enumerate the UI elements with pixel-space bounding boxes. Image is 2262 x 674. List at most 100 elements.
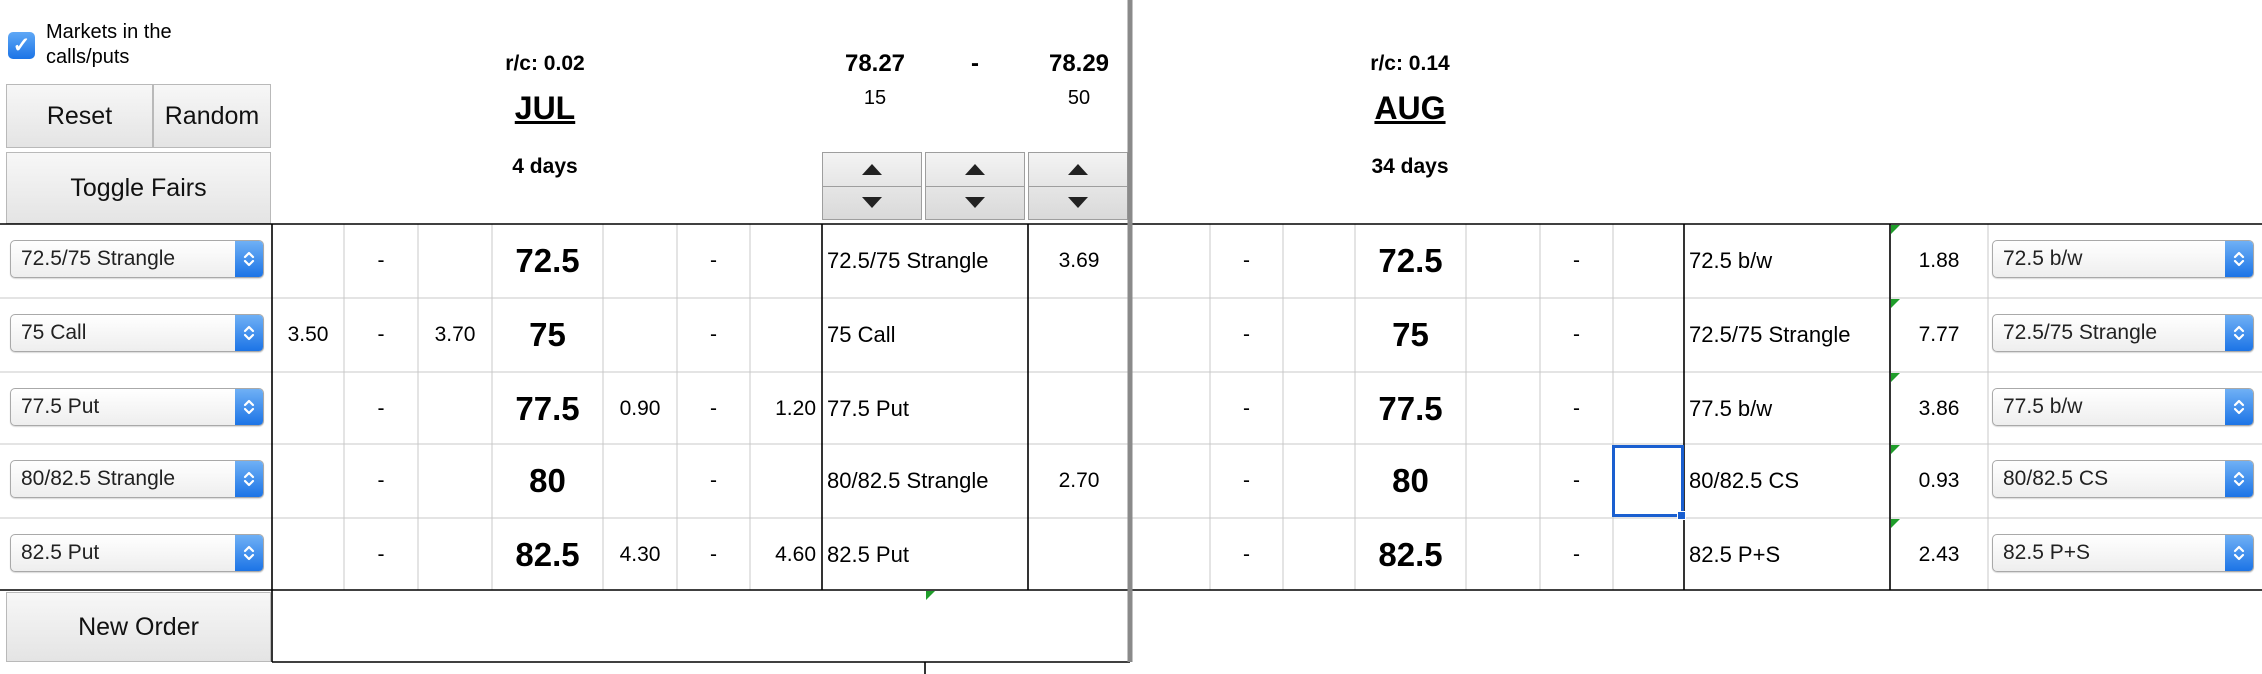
aug-order-label[interactable]: 72.5/75 Strangle [1689, 322, 1851, 347]
call-bid-cell[interactable] [272, 374, 344, 444]
aug-order-value[interactable]: 3.86 [1918, 397, 1960, 420]
bid-price-stepper[interactable] [822, 152, 922, 220]
aug-call-dash-cell[interactable]: - [1243, 323, 1250, 346]
aug-put-bid-cell[interactable] [1466, 226, 1540, 296]
aug-call-bid-cell[interactable] [1135, 520, 1210, 590]
aug-call-ask-cell[interactable] [1283, 374, 1355, 444]
selection-handle[interactable] [1677, 511, 1686, 520]
markets-checkbox[interactable]: ✓ [8, 32, 35, 59]
aug-put-dash-cell[interactable]: - [1573, 469, 1580, 492]
put-ask-cell[interactable] [750, 446, 822, 516]
aug-order-label[interactable]: 77.5 b/w [1689, 396, 1773, 421]
leg-select[interactable]: 72.5/75 Strangle [10, 240, 264, 278]
aug-order-value[interactable]: 1.88 [1918, 249, 1960, 272]
call-bid-cell[interactable] [272, 520, 344, 590]
aug-leg-select[interactable]: 72.5 b/w [1992, 240, 2254, 278]
jul-order-value[interactable]: 2.70 [1058, 469, 1100, 492]
put-dash-cell[interactable]: - [710, 543, 717, 566]
call-ask-cell[interactable] [418, 374, 492, 444]
jul-order-value[interactable] [1028, 520, 1130, 590]
ask-price-stepper[interactable] [1028, 152, 1128, 220]
call-dash-cell[interactable]: - [377, 469, 385, 492]
aug-call-bid-cell[interactable] [1135, 226, 1210, 296]
jul-order-label[interactable]: 82.5 Put [827, 542, 909, 567]
aug-strike-cell[interactable]: 80 [1392, 462, 1429, 499]
jul-order-label[interactable]: 80/82.5 Strangle [827, 468, 989, 493]
put-dash-cell[interactable]: - [710, 469, 717, 492]
aug-call-dash-cell[interactable]: - [1243, 469, 1250, 492]
jul-strike-cell[interactable]: 75 [529, 316, 566, 353]
jul-order-value[interactable]: 3.69 [1058, 249, 1100, 272]
aug-strike-cell[interactable]: 77.5 [1378, 390, 1443, 427]
aug-put-bid-cell[interactable] [1466, 300, 1540, 370]
put-ask-cell[interactable]: 1.20 [775, 397, 816, 420]
aug-call-dash-cell[interactable]: - [1243, 249, 1250, 272]
aug-strike-cell[interactable]: 72.5 [1378, 242, 1443, 279]
aug-put-dash-cell[interactable]: - [1573, 397, 1580, 420]
selected-cell[interactable] [1612, 445, 1684, 517]
jul-order-value[interactable] [1028, 374, 1130, 444]
aug-order-value[interactable]: 7.77 [1918, 323, 1960, 346]
jul-order-label[interactable]: 75 Call [827, 322, 896, 347]
aug-order-label[interactable]: 80/82.5 CS [1689, 468, 1800, 493]
aug-call-bid-cell[interactable] [1135, 446, 1210, 516]
call-bid-cell[interactable] [272, 226, 344, 296]
put-dash-cell[interactable]: - [710, 323, 717, 346]
jul-strike-cell[interactable]: 80 [529, 462, 566, 499]
put-bid-cell[interactable]: 0.90 [619, 397, 661, 420]
aug-call-ask-cell[interactable] [1283, 300, 1355, 370]
aug-call-bid-cell[interactable] [1135, 374, 1210, 444]
call-bid-cell[interactable] [272, 446, 344, 516]
call-dash-cell[interactable]: - [377, 397, 385, 420]
aug-call-ask-cell[interactable] [1283, 520, 1355, 590]
call-bid-cell[interactable]: 3.50 [287, 323, 329, 346]
aug-put-dash-cell[interactable]: - [1573, 323, 1580, 346]
aug-leg-select[interactable]: 72.5/75 Strangle [1992, 314, 2254, 352]
leg-select[interactable]: 75 Call [10, 314, 264, 352]
put-dash-cell[interactable]: - [710, 397, 717, 420]
call-ask-cell[interactable] [418, 226, 492, 296]
put-ask-cell[interactable]: 4.60 [775, 543, 816, 566]
aug-leg-select[interactable]: 80/82.5 CS [1992, 460, 2254, 498]
random-button[interactable]: Random [153, 84, 271, 148]
jul-strike-cell[interactable]: 77.5 [515, 390, 580, 427]
toggle-fairs-button[interactable]: Toggle Fairs [6, 152, 271, 224]
new-order-button[interactable]: New Order [6, 592, 271, 662]
aug-put-dash-cell[interactable]: - [1573, 543, 1580, 566]
aug-call-dash-cell[interactable]: - [1243, 543, 1250, 566]
jul-order-label[interactable]: 72.5/75 Strangle [827, 248, 989, 273]
jul-order-label[interactable]: 77.5 Put [827, 396, 909, 421]
put-bid-cell[interactable]: 4.30 [619, 543, 661, 566]
aug-leg-select[interactable]: 77.5 b/w [1992, 388, 2254, 426]
aug-leg-select[interactable]: 82.5 P+S [1992, 534, 2254, 572]
put-bid-cell[interactable] [603, 300, 677, 370]
aug-order-value[interactable]: 0.93 [1918, 469, 1960, 492]
mid-price-stepper[interactable] [925, 152, 1025, 220]
leg-select[interactable]: 80/82.5 Strangle [10, 460, 264, 498]
call-dash-cell[interactable]: - [377, 323, 385, 346]
put-bid-cell[interactable] [603, 226, 677, 296]
reset-button[interactable]: Reset [6, 84, 153, 148]
leg-select[interactable]: 77.5 Put [10, 388, 264, 426]
jul-strike-cell[interactable]: 72.5 [515, 242, 580, 279]
aug-call-ask-cell[interactable] [1283, 446, 1355, 516]
aug-strike-cell[interactable]: 82.5 [1378, 536, 1443, 573]
call-dash-cell[interactable]: - [377, 543, 385, 566]
put-bid-cell[interactable] [603, 446, 677, 516]
aug-call-ask-cell[interactable] [1283, 226, 1355, 296]
put-ask-cell[interactable] [750, 226, 822, 296]
aug-put-bid-cell[interactable] [1466, 446, 1540, 516]
call-dash-cell[interactable]: - [377, 249, 385, 272]
aug-order-label[interactable]: 72.5 b/w [1689, 248, 1773, 273]
aug-put-dash-cell[interactable]: - [1573, 249, 1580, 272]
leg-select[interactable]: 82.5 Put [10, 534, 264, 572]
aug-put-bid-cell[interactable] [1466, 520, 1540, 590]
aug-put-bid-cell[interactable] [1466, 374, 1540, 444]
put-dash-cell[interactable]: - [710, 249, 717, 272]
aug-call-dash-cell[interactable]: - [1243, 397, 1250, 420]
aug-order-value[interactable]: 2.43 [1918, 543, 1960, 566]
jul-strike-cell[interactable]: 82.5 [515, 536, 580, 573]
aug-strike-cell[interactable]: 75 [1392, 316, 1429, 353]
aug-order-label[interactable]: 82.5 P+S [1689, 542, 1781, 567]
call-ask-cell[interactable] [418, 520, 492, 590]
